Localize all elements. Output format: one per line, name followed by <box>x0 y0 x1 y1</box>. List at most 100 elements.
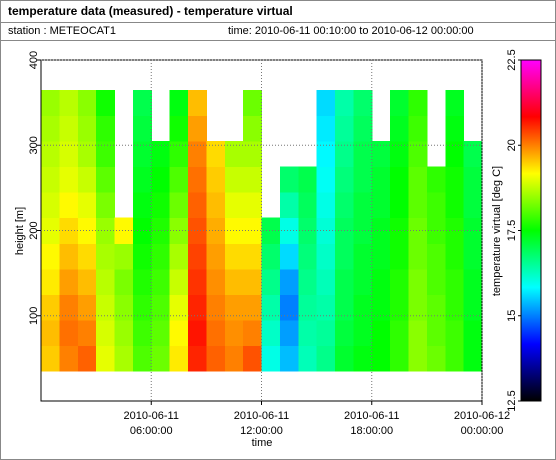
heatmap-cell <box>224 217 244 244</box>
heatmap-cell <box>316 166 336 193</box>
heatmap-cell <box>151 243 171 270</box>
heatmap-cell <box>390 89 409 116</box>
heatmap-cell <box>96 89 115 116</box>
heatmap-cell <box>279 243 299 270</box>
heatmap-cell <box>114 320 134 347</box>
heatmap-cell <box>243 217 262 244</box>
heatmap-cell <box>188 268 207 295</box>
heatmap-cell <box>353 294 373 321</box>
y-axis-label: height [m] <box>14 207 26 255</box>
heatmap-cell <box>188 89 207 116</box>
heatmap-cell <box>335 320 354 347</box>
x-tick-label: 18:00:00 <box>350 425 393 437</box>
heatmap-cell <box>316 89 336 116</box>
heatmap-cell <box>316 192 336 219</box>
heatmap-cell <box>96 140 115 168</box>
heatmap-cell <box>463 243 483 270</box>
heatmap-cell <box>206 268 226 295</box>
heatmap-cell <box>445 345 465 372</box>
heatmap-cell <box>408 345 428 372</box>
heatmap-cell <box>59 115 79 142</box>
heatmap-cell <box>77 89 97 116</box>
time-range-label: time: 2010-06-11 00:10:00 to 2010-06-12 … <box>228 25 474 37</box>
x-tick-label: 12:00:00 <box>240 425 283 437</box>
heatmap-cell <box>353 243 373 270</box>
heatmap-cell <box>59 294 79 321</box>
y-tick-label: 100 <box>28 307 40 325</box>
heatmap-cell <box>426 294 446 321</box>
heatmap-cell <box>243 345 262 372</box>
x-tick-label: 06:00:00 <box>130 425 173 437</box>
heatmap-cell <box>390 166 409 193</box>
heatmap-cell <box>445 243 465 270</box>
heatmap-cell <box>408 320 428 347</box>
heatmap-cell <box>335 115 354 142</box>
heatmap-cell <box>335 140 354 168</box>
heatmap-cell <box>353 345 373 372</box>
heatmap-cell <box>59 243 79 270</box>
heatmap-cell <box>335 166 354 193</box>
heatmap-cell <box>316 140 336 168</box>
x-tick-label: 2010-06-12 <box>454 410 510 422</box>
heatmap-cell <box>96 243 115 270</box>
heatmap-cell <box>59 89 79 116</box>
heatmap-cell <box>371 320 391 347</box>
heatmap-cell <box>77 345 97 372</box>
colorbar-tick-label: 15 <box>506 310 518 322</box>
heatmap-cell <box>188 166 207 193</box>
heatmap-cell <box>224 243 244 270</box>
heatmap-cell <box>316 345 336 372</box>
heatmap-cell <box>316 115 336 142</box>
heatmap-cell <box>371 294 391 321</box>
heatmap-cell <box>445 89 465 116</box>
heatmap-cell <box>188 115 207 142</box>
heatmap-cell <box>206 294 226 321</box>
heatmap-cell <box>243 192 262 219</box>
heatmap-cell <box>169 89 189 116</box>
heatmap-cell <box>463 166 483 193</box>
heatmap-cell <box>445 268 465 295</box>
heatmap-cell <box>426 243 446 270</box>
heatmap-cell <box>224 166 244 193</box>
heatmap-cell <box>41 268 60 295</box>
heatmap-cell <box>261 243 281 270</box>
heatmap-cell <box>151 268 171 295</box>
heatmap-cell <box>41 89 60 116</box>
heatmap-cell <box>261 217 281 244</box>
heatmap-cell <box>41 320 60 347</box>
heatmap-cell <box>279 217 299 244</box>
heatmap-cell <box>132 115 152 142</box>
heatmap-cell <box>169 294 189 321</box>
heatmap-cell <box>132 140 152 168</box>
colorbar-tick-label: 22.5 <box>506 49 518 70</box>
heatmap-cell <box>151 166 171 193</box>
heatmap-cell <box>335 294 354 321</box>
heatmap-cell <box>445 115 465 142</box>
heatmap-cell <box>261 345 281 372</box>
heatmap-cell <box>206 320 226 347</box>
heatmap-cell <box>298 243 318 270</box>
heatmap-cell <box>41 166 60 193</box>
heatmap-cell <box>371 140 391 168</box>
y-tick-label: 200 <box>28 221 40 239</box>
heatmap-cell <box>335 243 354 270</box>
heatmap-cell <box>463 294 483 321</box>
heatmap-cell <box>151 294 171 321</box>
heatmap-cell <box>279 192 299 219</box>
heatmap-cell <box>353 320 373 347</box>
heatmap-cell <box>206 192 226 219</box>
colorbar-tick-label: 17.5 <box>506 220 518 241</box>
heatmap-cell <box>298 192 318 219</box>
heatmap-cell <box>261 268 281 295</box>
heatmap-cell <box>445 320 465 347</box>
heatmap-cell <box>445 294 465 321</box>
y-tick-label: 300 <box>28 136 40 154</box>
heatmap-cell <box>408 166 428 193</box>
heatmap-cell <box>279 345 299 372</box>
heatmap-cell <box>445 192 465 219</box>
heatmap-cell <box>59 345 79 372</box>
heatmap-cell <box>59 140 79 168</box>
colorbar-tick-label: 20 <box>506 139 518 151</box>
